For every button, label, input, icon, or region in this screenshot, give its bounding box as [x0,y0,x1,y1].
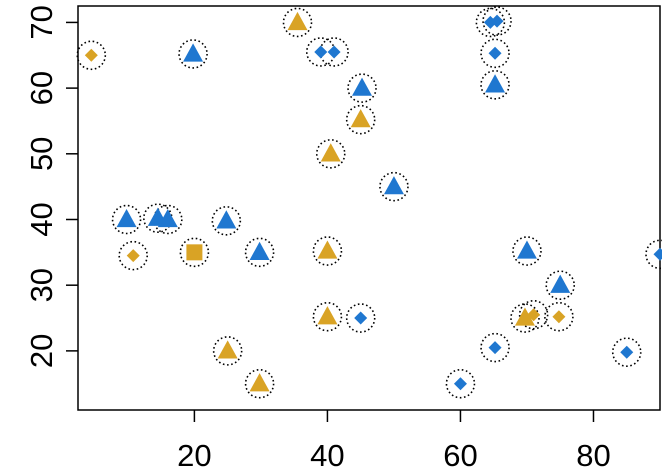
data-point-diamond [488,341,502,355]
point-halo [179,237,210,268]
data-point-triangle [514,307,535,326]
x-tick-label: 60 [443,438,477,472]
point-halo [111,204,142,235]
data-point-triangle [216,210,237,229]
data-point-diamond [490,14,504,28]
point-halo [319,37,349,67]
point-halo [345,104,376,135]
point-halo [211,206,242,236]
x-tick-label: 40 [310,438,344,472]
point-halo [76,40,107,71]
y-tick-label: 20 [24,334,59,368]
data-point-triangle [249,373,270,392]
y-tick-label: 60 [24,71,59,105]
point-halo [315,139,346,169]
data-point-diamond [488,46,502,60]
point-halo [544,301,574,332]
data-point-triangle [157,208,178,228]
x-tick-label: 80 [576,438,610,472]
point-halo [379,171,409,202]
data-point-diamond [126,249,140,263]
data-point-triangle [249,241,270,260]
data-point-triangle [485,74,506,93]
x-tick-label: 20 [177,438,211,472]
point-halo [244,368,275,399]
point-halo [152,204,183,235]
point-halo [312,236,343,266]
point-halo [178,39,208,69]
point-halo [244,237,275,268]
point-halo [545,270,576,300]
x-axis: 20 40 60 80 [177,410,611,472]
point-halo [445,368,476,399]
point-halo [480,38,510,69]
data-point-diamond [84,48,98,62]
data-point-triangle [350,109,371,128]
y-tick-label: 70 [24,5,59,39]
data-point-triangle [352,77,373,96]
data-point-triangle [317,240,338,259]
data-point-triangle [320,143,341,162]
data-points [84,11,662,392]
data-point-diamond [327,45,341,59]
point-halo [345,303,376,333]
data-point-diamond [527,308,541,322]
data-point-triangle [287,11,308,31]
data-point-triangle [383,176,404,195]
point-halo [118,240,149,271]
point-halo [475,7,506,38]
data-point-triangle [183,43,204,62]
data-point-diamond [453,377,467,391]
point-halo [611,337,642,367]
point-halo [312,301,343,332]
point-halo [512,236,542,266]
data-point-square [186,244,203,261]
data-point-diamond [354,311,368,325]
data-point-triangle [516,240,537,259]
point-halo [480,70,510,100]
point-halos [76,6,662,399]
data-point-triangle [550,274,571,293]
point-halo [282,7,313,38]
point-halo [510,303,540,333]
data-point-triangle [116,208,137,228]
data-point-triangle [217,340,238,359]
point-halo [482,6,512,36]
point-halo [518,299,549,330]
y-tick-label: 40 [24,202,59,236]
point-halo [480,332,510,363]
data-point-diamond [314,45,328,59]
point-halo [212,336,243,366]
y-tick-label: 30 [24,268,59,302]
plot-frame [77,5,661,411]
data-point-triangle [317,306,338,325]
data-point-diamond [552,310,566,324]
point-halo [645,239,662,270]
y-axis: 20 30 40 50 60 70 [24,5,78,368]
y-tick-label: 50 [24,137,59,171]
data-point-diamond [653,247,662,261]
data-point-diamond [620,345,634,359]
point-halo [347,73,377,103]
